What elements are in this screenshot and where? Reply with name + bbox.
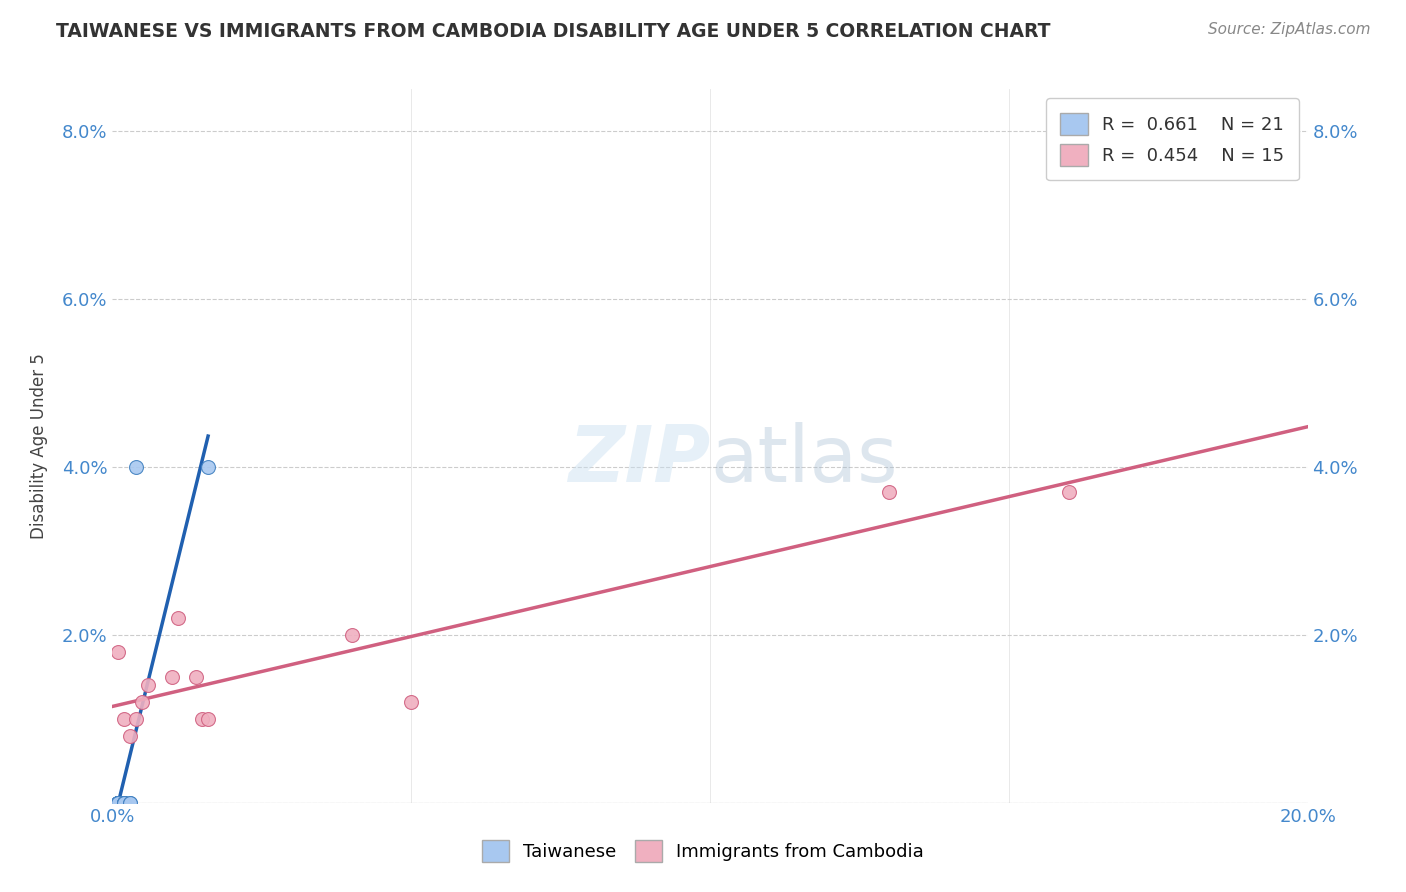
Point (107, 796, 129, 810)
Point (125, 712, 148, 726)
Point (107, 796, 129, 810)
Point (107, 796, 129, 810)
Text: TAIWANESE VS IMMIGRANTS FROM CAMBODIA DISABILITY AGE UNDER 5 CORRELATION CHART: TAIWANESE VS IMMIGRANTS FROM CAMBODIA DI… (56, 22, 1050, 41)
Point (138, 678, 160, 692)
Text: atlas: atlas (710, 422, 897, 499)
Point (107, 796, 129, 810)
Point (879, 485, 901, 500)
Point (107, 796, 129, 810)
Point (107, 796, 129, 810)
Text: ZIP: ZIP (568, 422, 710, 499)
Point (107, 796, 129, 810)
Point (401, 695, 423, 709)
Point (107, 796, 129, 810)
Point (340, 628, 363, 642)
Text: Source: ZipAtlas.com: Source: ZipAtlas.com (1208, 22, 1371, 37)
Point (125, 460, 148, 475)
Point (114, 796, 135, 810)
Point (120, 796, 142, 810)
Point (197, 712, 219, 726)
Point (1057, 485, 1080, 500)
Point (107, 796, 129, 810)
Point (107, 796, 129, 810)
Point (131, 695, 153, 709)
Point (120, 796, 142, 810)
Point (162, 670, 183, 684)
Point (197, 460, 219, 475)
Point (114, 796, 135, 810)
Legend: R =  0.661    N = 21, R =  0.454    N = 15: R = 0.661 N = 21, R = 0.454 N = 15 (1046, 98, 1299, 180)
Point (167, 611, 190, 625)
Point (114, 796, 135, 810)
Point (114, 796, 135, 810)
Point (107, 796, 129, 810)
Legend: Taiwanese, Immigrants from Cambodia: Taiwanese, Immigrants from Cambodia (475, 833, 931, 870)
Y-axis label: Disability Age Under 5: Disability Age Under 5 (30, 353, 48, 539)
Point (114, 796, 135, 810)
Point (186, 670, 208, 684)
Point (114, 712, 135, 726)
Point (191, 712, 214, 726)
Point (107, 796, 129, 810)
Point (120, 729, 142, 743)
Point (107, 645, 129, 659)
